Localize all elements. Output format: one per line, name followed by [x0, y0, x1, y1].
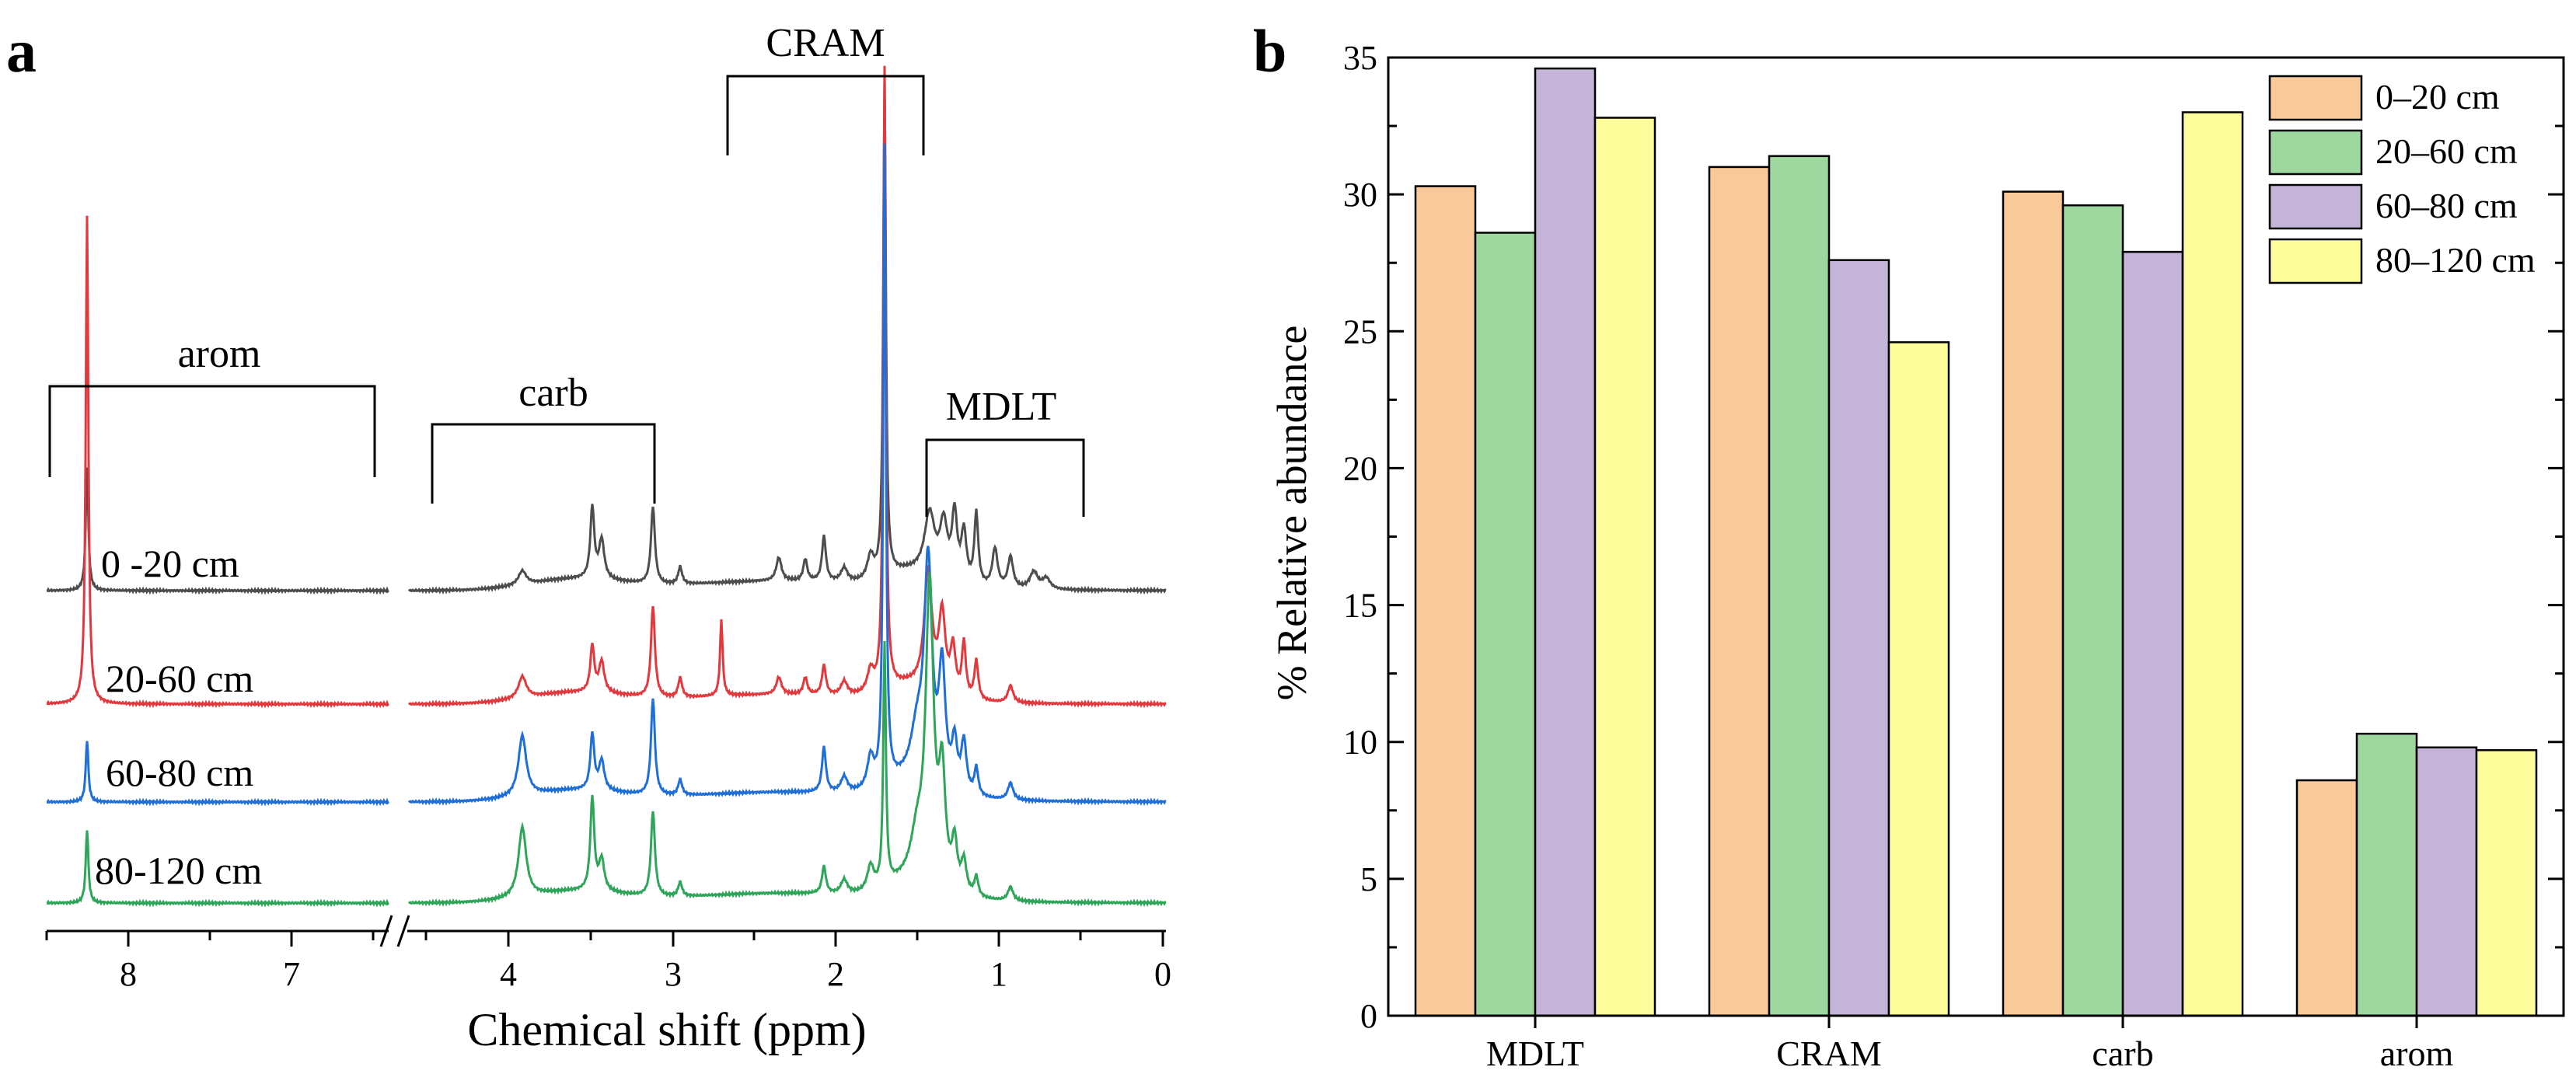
legend-swatch-1	[2268, 129, 2363, 176]
y-tick-label: 20	[1343, 449, 1377, 487]
region-brackets	[48, 75, 1085, 517]
bar-CRAM-1	[1768, 155, 1831, 1017]
x-tick-label-3: 3	[665, 955, 682, 993]
legend-label-1: 20–60 cm	[2375, 131, 2518, 171]
bar-arom-1	[2355, 732, 2418, 1017]
bracket-mdlt	[925, 438, 1085, 517]
bar-arom-2	[2415, 746, 2478, 1017]
spectrum-trace-right-1	[407, 65, 1167, 709]
x-tick-label-1: 1	[990, 955, 1007, 993]
region-label-cram: CRAM	[766, 21, 885, 65]
y-tick-label: 35	[1343, 39, 1377, 77]
spectrum-label-20-60: 20-60 cm	[106, 657, 253, 700]
bar-series	[1414, 67, 2538, 1017]
bar-CRAM-2	[1827, 259, 1890, 1017]
spectrum-trace-right-0	[407, 76, 1167, 595]
y-axis-title-b: % Relative abundance	[1269, 326, 1315, 701]
x-tick-label-arom: arom	[2380, 1034, 2454, 1073]
y-tick-label: 0	[1360, 997, 1377, 1035]
x-tick-label-MDLT: MDLT	[1486, 1034, 1584, 1073]
spectrum-trace-left-0	[46, 467, 389, 595]
y-tick-label: 15	[1343, 587, 1377, 625]
spectrum-trace-right-3	[407, 572, 1167, 908]
axis-break-mark	[379, 915, 393, 947]
bar-CRAM-0	[1708, 166, 1771, 1017]
x-tick-label-8: 8	[120, 955, 137, 993]
bar-carb-0	[2002, 190, 2065, 1017]
legend-swatch-2	[2268, 183, 2363, 230]
region-label-carb: carb	[518, 371, 588, 415]
bar-MDLT-2	[1534, 67, 1597, 1017]
spectrum-trace-left-3	[46, 830, 389, 908]
legend-label-2: 60–80 cm	[2375, 186, 2518, 225]
bar-MDLT-1	[1474, 232, 1537, 1017]
legend: 0–20 cm 20–60 cm 60–80 cm 80–120 cm	[2268, 75, 2536, 284]
x-tick-label-4: 4	[500, 955, 517, 993]
x-tick-label-CRAM: CRAM	[1776, 1034, 1881, 1073]
x-tick-label-7: 7	[283, 955, 300, 993]
spectrum-trace-left-1	[46, 215, 389, 709]
bar-CRAM-3	[1887, 341, 1950, 1017]
region-label-arom: arom	[178, 332, 261, 376]
x-tick-label-2: 2	[827, 955, 844, 993]
spectrum-label-80-120: 80-120 cm	[95, 849, 262, 892]
region-label-mdlt: MDLT	[946, 385, 1057, 429]
spectrum-trace-left-2	[46, 741, 389, 807]
bar-carb-2	[2121, 250, 2184, 1017]
y-tick-label: 25	[1343, 312, 1377, 350]
bracket-arom	[48, 385, 376, 477]
spectrum-label-0-20: 0 -20 cm	[101, 542, 239, 585]
spectrum-trace-right-2	[407, 143, 1167, 807]
legend-label-0: 0–20 cm	[2375, 77, 2500, 117]
bar-MDLT-0	[1414, 185, 1477, 1017]
legend-swatch-3	[2268, 238, 2363, 284]
legend-label-3: 80–120 cm	[2375, 240, 2536, 280]
bracket-cram	[726, 75, 925, 155]
x-tick-label-carb: carb	[2092, 1034, 2153, 1073]
spectra-traces	[46, 65, 1167, 908]
spectrum-label-60-80: 60-80 cm	[106, 751, 253, 794]
bar-carb-3	[2181, 111, 2244, 1017]
bar-MDLT-3	[1593, 117, 1656, 1017]
legend-swatch-0	[2268, 75, 2363, 121]
bar-arom-3	[2475, 749, 2538, 1017]
y-tick-label: 30	[1343, 176, 1377, 214]
panel-letter-a: a	[6, 17, 37, 85]
bar-carb-1	[2061, 204, 2124, 1017]
x-axis-a	[45, 915, 1166, 947]
y-tick-label: 5	[1360, 860, 1377, 898]
axis-break-mark	[396, 915, 410, 947]
bar-arom-0	[2295, 779, 2358, 1017]
x-tick-labels-a: 8 7 4 3 2 1 0	[120, 955, 1171, 993]
y-tick-label: 10	[1343, 724, 1377, 762]
x-tick-label-0: 0	[1154, 955, 1171, 993]
bar-chart-panel: b 0 5 10 15 20 25 30 35 MDLT CRAM carb arom % Relat…	[1253, 17, 2565, 1073]
x-axis-title-a: Chemical shift (ppm)	[467, 1004, 866, 1055]
bracket-carb	[431, 423, 656, 504]
axes-b: 0 5 10 15 20 25 30 35 MDLT CRAM carb arom	[1343, 39, 2565, 1073]
panel-letter-b: b	[1253, 17, 1286, 85]
nmr-spectra-panel: a 0 -20 cm 20-60 cm 60-80 cm 80-120 cm a…	[6, 17, 1171, 1055]
